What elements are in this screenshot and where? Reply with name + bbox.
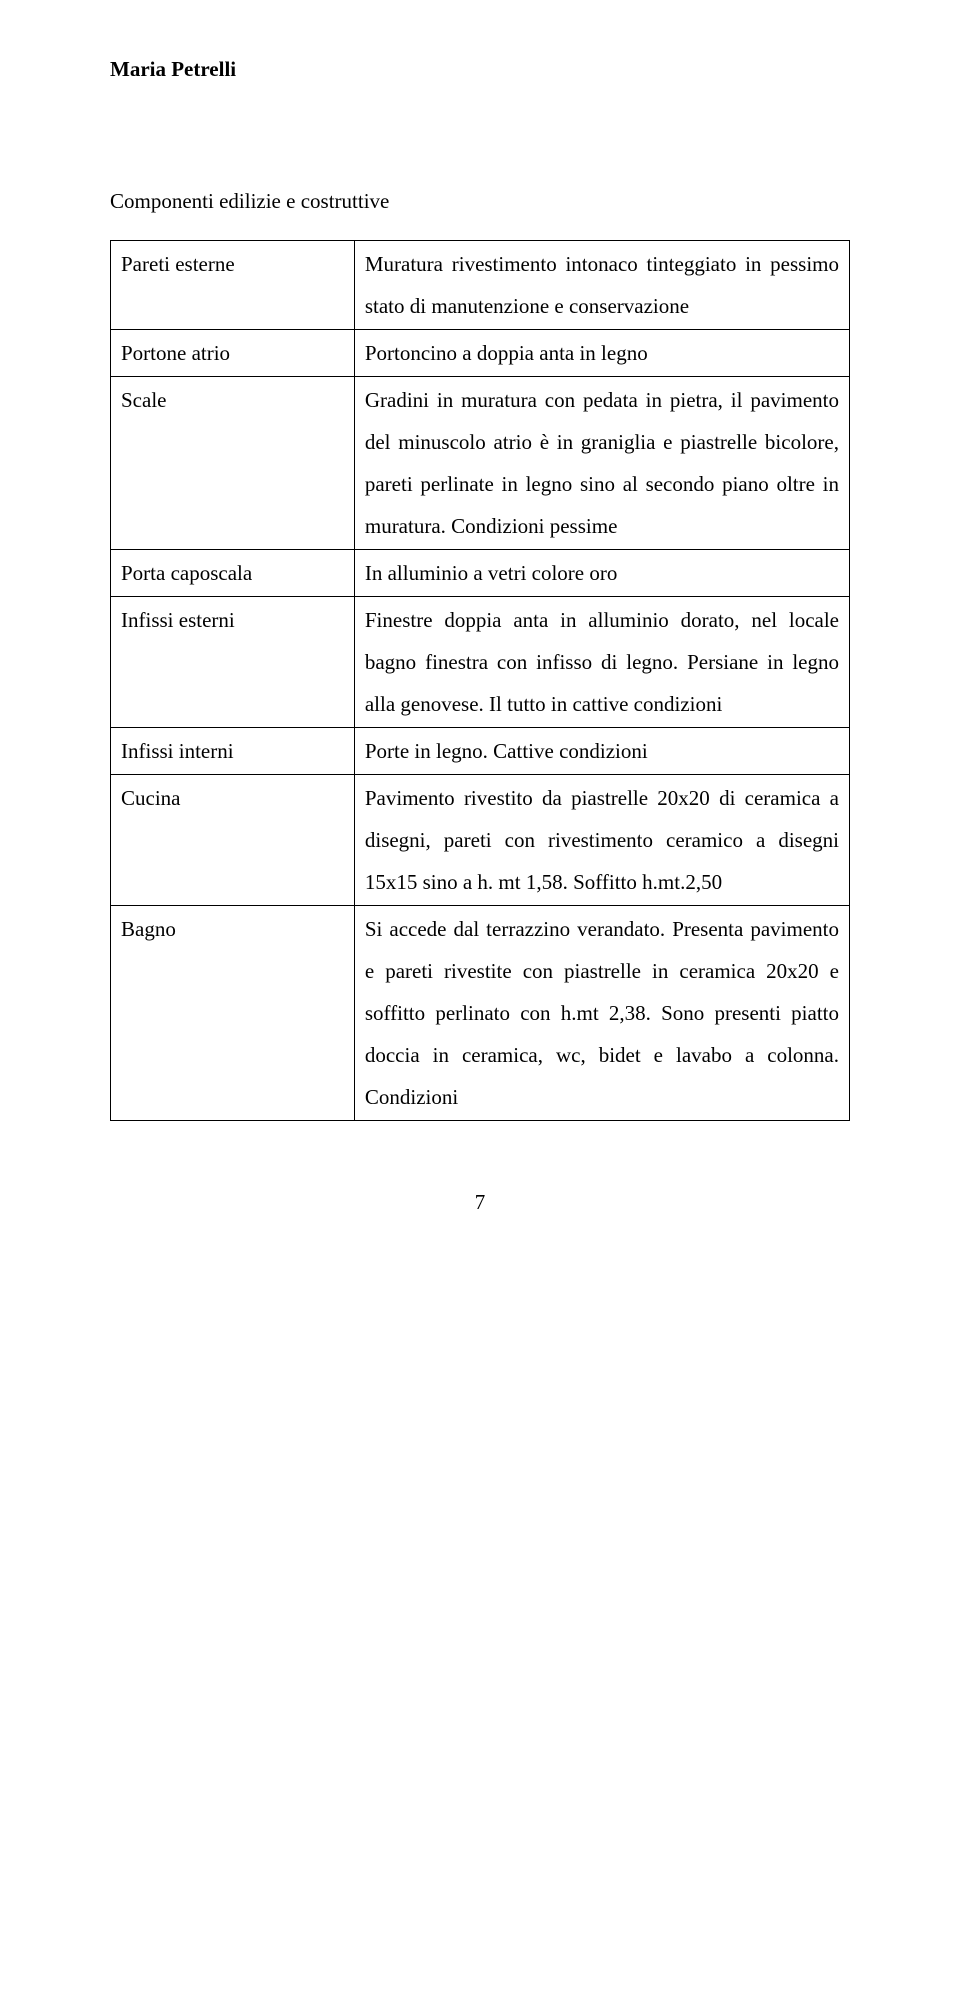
row-label: Scale: [111, 377, 355, 550]
table-row: Pareti esterne Muratura rivestimento int…: [111, 241, 850, 330]
row-desc: In alluminio a vetri colore oro: [354, 550, 849, 597]
table-row: Scale Gradini in muratura con pedata in …: [111, 377, 850, 550]
row-desc: Portoncino a doppia anta in legno: [354, 330, 849, 377]
row-desc: Porte in legno. Cattive condizioni: [354, 728, 849, 775]
row-desc: Pavimento rivestito da piastrelle 20x20 …: [354, 775, 849, 906]
section-heading: Componenti edilizie e costruttive: [110, 180, 850, 222]
row-label: Bagno: [111, 906, 355, 1121]
row-label: Infissi esterni: [111, 597, 355, 728]
table-row: Infissi esterni Finestre doppia anta in …: [111, 597, 850, 728]
row-desc: Si accede dal terrazzino verandato. Pres…: [354, 906, 849, 1121]
table-row: Porta caposcala In alluminio a vetri col…: [111, 550, 850, 597]
components-table: Pareti esterne Muratura rivestimento int…: [110, 240, 850, 1121]
table-row: Portone atrio Portoncino a doppia anta i…: [111, 330, 850, 377]
table-row: Bagno Si accede dal terrazzino verandato…: [111, 906, 850, 1121]
row-desc: Finestre doppia anta in alluminio dorato…: [354, 597, 849, 728]
header-name: Maria Petrelli: [110, 48, 850, 90]
row-label: Porta caposcala: [111, 550, 355, 597]
row-desc: Muratura rivestimento intonaco tinteggia…: [354, 241, 849, 330]
row-label: Cucina: [111, 775, 355, 906]
row-label: Pareti esterne: [111, 241, 355, 330]
table-row: Infissi interni Porte in legno. Cattive …: [111, 728, 850, 775]
row-label: Infissi interni: [111, 728, 355, 775]
document-page: Maria Petrelli Componenti edilizie e cos…: [0, 0, 960, 1263]
page-number: 7: [110, 1181, 850, 1223]
row-label: Portone atrio: [111, 330, 355, 377]
table-row: Cucina Pavimento rivestito da piastrelle…: [111, 775, 850, 906]
row-desc: Gradini in muratura con pedata in pietra…: [354, 377, 849, 550]
